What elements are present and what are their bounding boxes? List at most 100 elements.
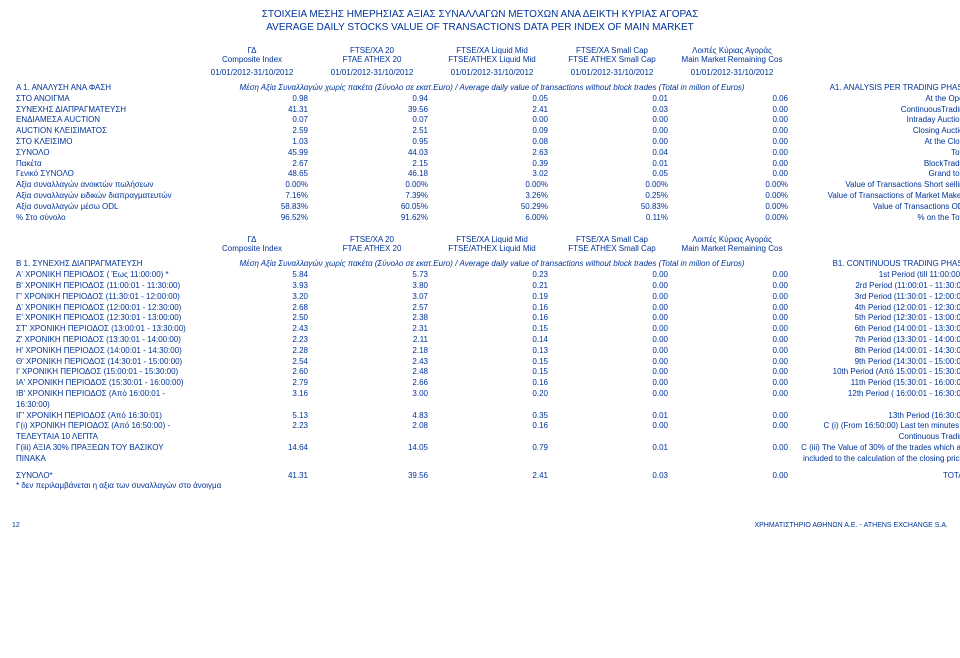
cell-value: 2.43 — [192, 324, 312, 335]
row-label-en: Value of Transactions of Market Makers — [792, 191, 960, 202]
cell-value: 0.00 — [552, 335, 672, 346]
row-label-en: Value of Transactions Short selling — [792, 180, 960, 191]
cell-value: 0.00% — [192, 180, 312, 191]
cell-value: 2.15 — [312, 159, 432, 170]
cell-value: 2.79 — [192, 378, 312, 389]
page-footer: 12 ΧΡΗΜΑΤΙΣΤΗΡΙΟ ΑΘΗΝΩΝ Α.Ε. - ATHENS EX… — [12, 522, 948, 529]
row-label-gr: Ε' ΧΡΟΝΙΚΗ ΠΕΡΙΟΔΟΣ (12:30:01 - 13:00:00… — [12, 313, 192, 324]
cell-value: 91.62% — [312, 213, 432, 224]
cell-value: 2.23 — [192, 335, 312, 346]
cell-value: 0.07 — [192, 115, 312, 126]
cell-value: 0.00 — [552, 303, 672, 314]
table-row: ΙΓ' ΧΡΟΝΙΚΗ ΠΕΡΙΟΔΟΣ (Από 16:30:01)5.134… — [12, 411, 960, 422]
cell-value: 0.00 — [672, 389, 792, 411]
cell-value: 2.68 — [192, 303, 312, 314]
date-range: 01/01/2012-31/10/2012 — [432, 66, 552, 79]
row-label-gr: Γ' ΧΡΟΝΙΚΗ ΠΕΡΙΟΔΟΣ (11:30:01 - 12:00:00… — [12, 292, 192, 303]
col-header: FTSE/XA 20FTAE ATHEX 20 — [312, 44, 432, 66]
row-label-en: C (iii) The Value of 30% of the trades w… — [792, 443, 960, 465]
row-label-en: C (i) (From 16:50:00) Last ten minutes o… — [792, 421, 960, 443]
cell-value: 0.00 — [672, 137, 792, 148]
table-row: ΙΒ' ΧΡΟΝΙΚΗ ΠΕΡΙΟΔΟΣ (Από 16:00:01 - 16:… — [12, 389, 960, 411]
cell-value: 0.00 — [672, 115, 792, 126]
cell-value: 3.20 — [192, 292, 312, 303]
cell-value: 1.03 — [192, 137, 312, 148]
cell-value: 50.83% — [552, 202, 672, 213]
cell-value: 0.94 — [312, 94, 432, 105]
cell-value: 0.35 — [432, 411, 552, 422]
cell-value: 0.04 — [552, 148, 672, 159]
cell-value: 0.00 — [552, 281, 672, 292]
row-label-gr: Θ' ΧΡΟΝΙΚΗ ΠΕΡΙΟΔΟΣ (14:30:01 - 15:00:00… — [12, 357, 192, 368]
table-row: Ζ' ΧΡΟΝΙΚΗ ΠΕΡΙΟΔΟΣ (13:30:01 - 14:00:00… — [12, 335, 960, 346]
col-header: Λοιπές Κύριας ΑγοράςMain Market Remainin… — [672, 44, 792, 66]
col-header: ΓΔComposite Index — [192, 233, 312, 255]
cell-value: 0.25% — [552, 191, 672, 202]
row-label-gr: ΙΒ' ΧΡΟΝΙΚΗ ΠΕΡΙΟΔΟΣ (Από 16:00:01 - 16:… — [12, 389, 192, 411]
cell-value: 0.00% — [312, 180, 432, 191]
cell-value: 0.08 — [432, 137, 552, 148]
cell-value: 0.20 — [432, 389, 552, 411]
table-row: Ε' ΧΡΟΝΙΚΗ ΠΕΡΙΟΔΟΣ (12:30:01 - 13:00:00… — [12, 313, 960, 324]
table-row: ΣΤΟ ΑΝΟΙΓΜΑ0.980.940.050.010.06At the Op… — [12, 94, 960, 105]
cell-value: 2.60 — [192, 367, 312, 378]
row-label-en: ContinuousTrading — [792, 105, 960, 116]
section-b-head-en: B1. CONTINUOUS TRADING PHASE — [792, 259, 960, 270]
row-label-gr: Ι' ΧΡΟΝΙΚΗ ΠΕΡΙΟΔΟΣ (15:00:01 - 15:30:00… — [12, 367, 192, 378]
row-label-gr: Γ(ι) ΧΡΟΝΙΚΗ ΠΕΡΙΟΔΟΣ (Από 16:50:00) - Τ… — [12, 421, 192, 443]
row-label-gr: Γενικό ΣΥΝΟΛΟ — [12, 169, 192, 180]
cell-value: 58.83% — [192, 202, 312, 213]
table-row: AUCTION ΚΛΕΙΣΙΜΑΤΟΣ2.592.510.090.000.00C… — [12, 126, 960, 137]
cell-value: 0.00 — [672, 270, 792, 281]
table-row: ΣΥΝΟΛΟ45.9944.032.630.040.00Total — [12, 148, 960, 159]
footer-right: ΧΡΗΜΑΤΙΣΤΗΡΙΟ ΑΘΗΝΩΝ Α.Ε. - ATHENS EXCHA… — [754, 522, 948, 529]
cell-value: 2.08 — [312, 421, 432, 443]
cell-value: 0.00 — [552, 346, 672, 357]
cell-value: 0.00 — [672, 148, 792, 159]
cell-value: 3.00 — [312, 389, 432, 411]
cell-value: 0.00 — [672, 346, 792, 357]
row-label-gr: ΙΑ' ΧΡΟΝΙΚΗ ΠΕΡΙΟΔΟΣ (15:30:01 - 16:00:0… — [12, 378, 192, 389]
cell-value: 2.59 — [192, 126, 312, 137]
cell-value: 0.07 — [312, 115, 432, 126]
section-a-subhead: Μέση Αξία Συναλλαγών χωρίς πακέτα (Σύνολ… — [192, 83, 792, 94]
table-row: Γ' ΧΡΟΝΙΚΗ ΠΕΡΙΟΔΟΣ (11:30:01 - 12:00:00… — [12, 292, 960, 303]
row-label-en: 12th Period ( 16:00:01 - 16:30:00) — [792, 389, 960, 411]
cell-value: 0.00 — [552, 270, 672, 281]
cell-value: 45.99 — [192, 148, 312, 159]
cell-value: 0.16 — [432, 378, 552, 389]
cell-value: 0.16 — [432, 313, 552, 324]
cell-value: 0.00 — [672, 411, 792, 422]
cell-value: 0.05 — [432, 94, 552, 105]
row-label-en: 8th Period (14:00:01 - 14:30:00) — [792, 346, 960, 357]
row-label-gr: Ζ' ΧΡΟΝΙΚΗ ΠΕΡΙΟΔΟΣ (13:30:01 - 14:00:00… — [12, 335, 192, 346]
column-headers-top: ΓΔComposite Index FTSE/XA 20FTAE ATHEX 2… — [12, 44, 960, 79]
col-header: Λοιπές Κύριας ΑγοράςMain Market Remainin… — [672, 233, 792, 255]
cell-value: 0.95 — [312, 137, 432, 148]
row-label-gr: % Στο σύνολο — [12, 213, 192, 224]
section-b-head-gr: Β 1. ΣΥΝΕΧΗΣ ΔΙΑΠΡΑΓΜΑΤΕΥΣΗ — [12, 259, 192, 270]
row-label-en: 7th Period (13:30:01 - 14:00:00) — [792, 335, 960, 346]
cell-value: 2.41 — [432, 105, 552, 116]
total-label-en: TOTAL — [792, 471, 960, 482]
total-label-gr: ΣΥΝΟΛΟ* — [12, 471, 192, 482]
cell-value: 0.00% — [672, 213, 792, 224]
row-label-gr: Δ' ΧΡΟΝΙΚΗ ΠΕΡΙΟΔΟΣ (12:00:01 - 12:30:00… — [12, 303, 192, 314]
cell-value: 0.00 — [552, 313, 672, 324]
row-label-en: At the Open — [792, 94, 960, 105]
table-row: Αξία συναλλαγών ειδικών διαπραγματευτών7… — [12, 191, 960, 202]
cell-value: 0.23 — [432, 270, 552, 281]
table-row: ΙΑ' ΧΡΟΝΙΚΗ ΠΕΡΙΟΔΟΣ (15:30:01 - 16:00:0… — [12, 378, 960, 389]
cell-value: 0.00 — [552, 137, 672, 148]
row-label-gr: Αξία συναλλαγών ειδικών διαπραγματευτών — [12, 191, 192, 202]
row-label-gr: ΕΝΔΙΑΜΕΣΑ AUCTION — [12, 115, 192, 126]
cell-value: 2.57 — [312, 303, 432, 314]
cell-value: 0.15 — [432, 367, 552, 378]
row-label-gr: Γ(iii) ΑΞΙΑ 30% ΠΡΑΞΕΩΝ ΤΟΥ ΒΑΣΙΚΟΥ ΠΙΝΑ… — [12, 443, 192, 465]
cell-value: 0.15 — [432, 324, 552, 335]
cell-value: 3.16 — [192, 389, 312, 411]
row-label-en: BlockTrades — [792, 159, 960, 170]
cell-value: 2.11 — [312, 335, 432, 346]
cell-value: 39.56 — [312, 105, 432, 116]
cell-value: 0.11% — [552, 213, 672, 224]
